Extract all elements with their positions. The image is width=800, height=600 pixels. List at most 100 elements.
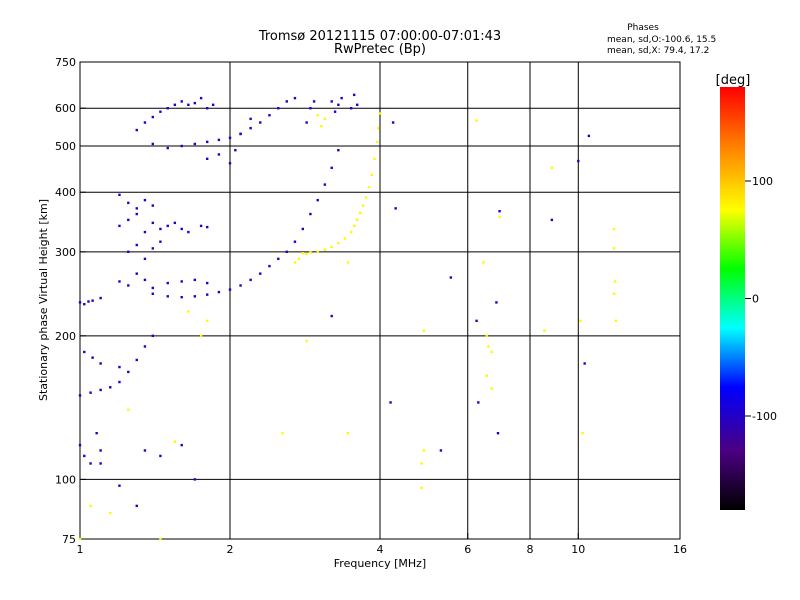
colorbar: [deg] 100 0 -100 — [716, 73, 777, 510]
data-point-o — [180, 100, 183, 103]
data-point-x — [352, 224, 356, 228]
data-point-o — [135, 243, 138, 247]
data-point-o — [109, 386, 112, 389]
data-point-x — [199, 334, 203, 338]
data-point-o — [217, 153, 221, 156]
data-point-o — [143, 449, 147, 452]
data-point-o — [496, 431, 500, 435]
data-point-o — [394, 207, 397, 210]
data-point-o — [228, 288, 232, 291]
y-tick-label: 75 — [62, 533, 76, 546]
colorbar-ticks: 100 0 -100 — [745, 175, 777, 423]
data-point-x — [420, 462, 423, 465]
grid-lines — [80, 62, 680, 539]
data-point-x — [378, 112, 382, 115]
data-point-o — [135, 212, 138, 216]
data-point-o — [180, 280, 183, 283]
x-tick-label: 2 — [227, 543, 234, 556]
data-point-o — [159, 454, 162, 458]
data-point-o — [135, 272, 138, 275]
data-point-x — [305, 339, 308, 343]
data-point-x — [422, 449, 426, 452]
data-point-o — [151, 286, 155, 290]
data-point-o — [143, 345, 147, 348]
data-point-x — [323, 117, 327, 121]
data-point-o — [135, 128, 138, 132]
colorbar-tick-label: -100 — [752, 410, 777, 423]
data-point-x — [614, 319, 618, 323]
data-point-o — [449, 276, 453, 279]
data-point-o — [228, 162, 232, 165]
data-point-o — [89, 462, 92, 465]
data-point-o — [249, 278, 252, 282]
data-point-x — [475, 119, 478, 122]
data-point-o — [127, 201, 130, 205]
data-point-x — [109, 511, 112, 515]
data-point-o — [180, 443, 183, 447]
y-tick-label: 100 — [55, 473, 76, 486]
data-point-o — [340, 96, 343, 100]
data-point-x — [297, 257, 301, 261]
data-point-o — [118, 280, 121, 283]
data-point-o — [389, 401, 392, 404]
data-point-o — [309, 107, 312, 110]
legend-title: Phases — [627, 23, 659, 33]
data-point-o — [293, 240, 297, 243]
data-point-x — [482, 261, 485, 264]
data-point-o — [151, 204, 155, 207]
data-point-o — [477, 401, 480, 404]
data-point-o — [99, 296, 102, 300]
data-point-o — [312, 100, 316, 103]
data-point-x — [309, 251, 312, 254]
data-point-o — [337, 103, 340, 107]
chart-title: Tromsø 20121115 07:00:00-07:01:43 — [258, 29, 501, 44]
x-tick-label: 10 — [571, 543, 585, 556]
data-point-o — [173, 221, 177, 225]
data-point-o — [217, 138, 221, 142]
data-point-o — [143, 257, 147, 261]
data-point-o — [330, 314, 333, 318]
data-point-o — [475, 319, 478, 323]
data-point-x — [490, 387, 493, 390]
data-point-o — [193, 142, 197, 146]
chart-subtitle: RwPretec (Bp) — [334, 42, 426, 57]
colorbar-gradient — [720, 87, 745, 510]
data-point-x — [550, 166, 554, 170]
data-point-o — [99, 449, 102, 452]
data-point-o — [118, 484, 121, 487]
data-point-x — [367, 185, 371, 189]
data-point-o — [99, 462, 102, 465]
data-point-x — [323, 248, 327, 251]
data-point-o — [78, 301, 82, 304]
data-point-x — [612, 227, 616, 231]
data-point-o — [199, 96, 203, 100]
data-point-o — [305, 121, 308, 124]
y-axis-label: Stationary phase Virtual Height [km] — [37, 199, 50, 401]
data-point-o — [159, 110, 162, 113]
data-point-o — [99, 388, 102, 392]
data-point-o — [301, 227, 305, 231]
data-point-x — [612, 292, 616, 295]
data-point-x — [422, 329, 426, 332]
plot-area: 1 2 4 6 8 10 16 75 100 200 300 400 500 600 750 — [55, 56, 687, 556]
data-point-x — [485, 334, 488, 338]
data-point-o — [83, 302, 86, 306]
y-tick-label: 400 — [55, 186, 76, 199]
data-point-o — [151, 292, 155, 295]
data-point-o — [583, 362, 586, 365]
data-point-o — [577, 159, 580, 163]
data-point-x — [205, 319, 209, 323]
colorbar-tick-label: 0 — [752, 293, 759, 306]
data-point-o — [166, 146, 169, 150]
data-point-o — [193, 478, 197, 481]
data-point-o — [166, 281, 169, 285]
data-point-o — [293, 96, 297, 100]
data-point-o — [205, 293, 209, 296]
data-point-o — [99, 362, 102, 365]
data-point-o — [205, 157, 209, 161]
data-point-x — [581, 431, 584, 435]
data-point-x — [543, 329, 546, 332]
data-point-x — [376, 140, 379, 144]
data-point-x — [377, 126, 380, 130]
data-point-o — [127, 370, 130, 374]
